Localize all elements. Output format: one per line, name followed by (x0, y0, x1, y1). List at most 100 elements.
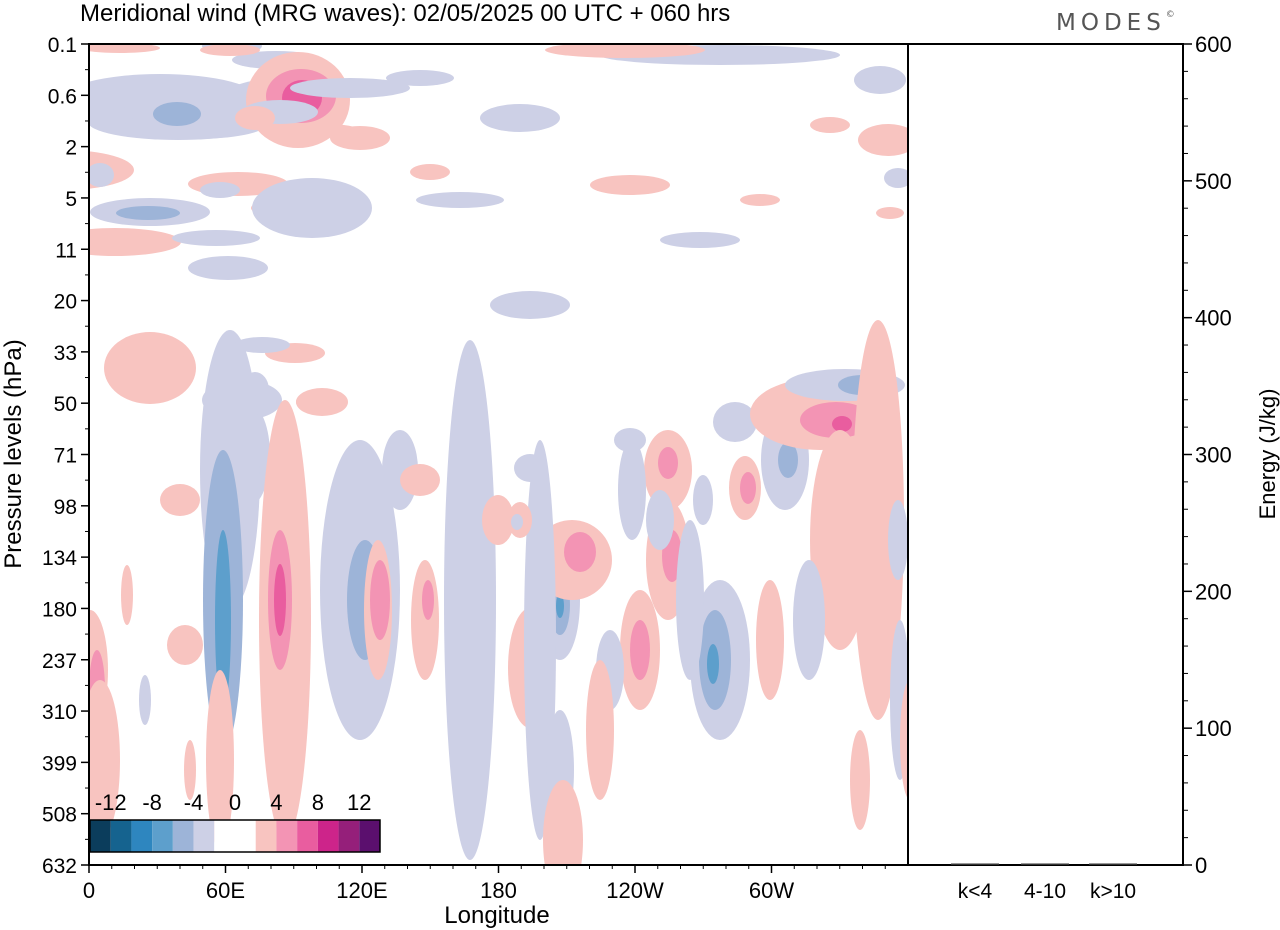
wind-anomaly-127 (614, 428, 646, 452)
wind-anomaly-81 (852, 320, 904, 720)
wind-anomaly-74 (778, 442, 798, 478)
wind-anomaly-123 (858, 124, 908, 156)
y-tick-label: 0.1 (48, 34, 77, 57)
wind-anomaly-71 (740, 472, 756, 504)
wind-anomaly-53 (556, 594, 564, 618)
wind-anomaly-5 (89, 228, 181, 256)
colorbar-swatch (131, 820, 153, 852)
wind-anomaly-39 (274, 564, 286, 636)
chart-title: Meridional wind (MRG waves): 02/05/2025 … (80, 0, 731, 27)
y-tick-label: 632 (42, 855, 77, 878)
wind-anomaly-104 (234, 337, 290, 353)
wind-anomaly-129 (89, 44, 160, 53)
energy-tick-label: 200 (1195, 579, 1232, 604)
wind-anomaly-43 (444, 340, 496, 860)
wind-anomaly-55 (564, 532, 596, 572)
wind-field (0, 44, 908, 865)
wind-anomaly-109 (660, 232, 740, 248)
x-tick-label: 60E (206, 878, 245, 903)
wind-anomaly-47 (411, 560, 439, 680)
wind-anomaly-90 (586, 660, 614, 800)
wind-anomaly-124 (810, 117, 850, 133)
energy-category-label: k<4 (958, 880, 993, 903)
wind-anomaly-61 (658, 447, 678, 479)
wind-anomaly-26 (172, 230, 260, 246)
wind-anomaly-125 (884, 168, 908, 188)
wind-anomaly-69 (707, 644, 719, 684)
wind-anomaly-111 (386, 70, 454, 86)
wind-anomaly-49 (482, 495, 514, 545)
colorbar-swatch (255, 820, 277, 852)
energy-axis-label: Energy (J/kg) (1255, 389, 1280, 520)
wind-anomaly-110 (480, 104, 560, 132)
y-tick-label: 508 (42, 804, 77, 827)
y-tick-label: 134 (42, 547, 77, 570)
axes: 0.1 0.6 2 5 11 20 33 50 71 98 134 180 237 310 399 508 63… (0, 34, 886, 929)
colorbar-swatch (172, 820, 194, 852)
x-tick-label: 120W (606, 878, 664, 903)
wind-anomaly-48 (422, 580, 434, 620)
wind-anomaly-122 (854, 66, 906, 94)
y-tick-label: 180 (42, 598, 77, 621)
colorbar-swatch (297, 820, 318, 852)
colorbar-swatch (152, 820, 173, 852)
wind-anomaly-86 (793, 560, 825, 680)
colorbar-swatch (317, 820, 339, 852)
colorbar-swatch (359, 820, 380, 852)
colorbar-label: 8 (312, 790, 324, 815)
y-tick-label: 2 (65, 137, 77, 160)
energy-bar (951, 863, 999, 865)
energy-tick-label: 0 (1195, 853, 1207, 878)
wind-anomaly-108 (490, 291, 570, 319)
colorbar-swatch (110, 820, 132, 852)
y-tick-label: 0.6 (48, 85, 77, 108)
wind-anomaly-117 (89, 163, 114, 187)
wind-anomaly-107 (416, 192, 504, 208)
colorbar-label: 0 (229, 790, 241, 815)
wind-anomaly-98 (139, 675, 151, 725)
energy-category-label: 4-10 (1024, 880, 1066, 903)
x-tick-label: 0 (83, 878, 95, 903)
x-tick-label: 120E (336, 878, 387, 903)
energy-frame (907, 43, 1184, 866)
wind-anomaly-102 (89, 680, 120, 840)
x-tick-label: 180 (480, 878, 517, 903)
wind-anomaly-36 (215, 530, 231, 710)
wind-anomaly-116 (200, 182, 240, 198)
colorbar-swatch (90, 820, 111, 852)
wind-anomaly-83 (850, 730, 870, 830)
wind-anomaly-1 (0, 49, 44, 75)
wind-anomaly-59 (630, 620, 650, 680)
colorbar-label: -12 (95, 790, 127, 815)
wind-anomaly-99 (184, 740, 196, 800)
energy-tick-label: 500 (1195, 169, 1232, 194)
energy-panel: 0 100 200 300 400 500 600 Energy (J/kg) k<4 4-10 k… (951, 32, 1280, 903)
brand-mark: © (1165, 10, 1175, 20)
energy-tick-label: 400 (1195, 306, 1232, 331)
wind-anomaly-94 (511, 514, 523, 530)
wind-anomaly-95 (160, 484, 200, 516)
colorbar-label: 4 (270, 790, 282, 815)
wind-anomaly-97 (121, 565, 133, 625)
wind-anomaly-119 (200, 44, 260, 56)
wind-anomaly-85 (900, 681, 908, 799)
y-tick-label: 5 (65, 188, 77, 211)
wind-anomaly-11 (153, 102, 201, 126)
wind-anomaly-126 (876, 207, 904, 219)
wind-anomaly-115 (740, 194, 780, 206)
colorbar-label: 12 (347, 790, 371, 815)
y-tick-label: 399 (42, 752, 77, 775)
colorbar-swatch (235, 820, 256, 852)
y-tick-label: 11 (55, 239, 77, 262)
colorbar-swatch (214, 820, 235, 852)
energy-category-label: k>10 (1090, 880, 1136, 903)
wind-anomaly-66 (693, 475, 713, 525)
colorbar-swatch (338, 820, 360, 852)
wind-anomaly-77 (832, 416, 852, 432)
wind-anomaly-103 (107, 345, 187, 385)
wind-anomaly-112 (290, 78, 410, 98)
colorbar-swatch (276, 820, 298, 852)
wind-anomaly-72 (713, 402, 757, 442)
